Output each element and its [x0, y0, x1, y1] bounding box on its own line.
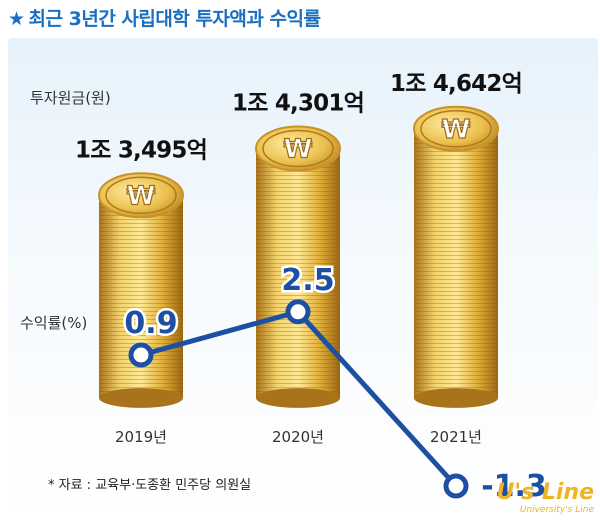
coin-stack-1: ₩ — [98, 172, 184, 408]
chart-title: ★ 최근 3년간 사립대학 투자액과 수익률 — [8, 4, 321, 31]
won-icon: ₩ — [284, 135, 313, 165]
star-icon: ★ — [8, 8, 25, 30]
year-label-3: 2021년 — [430, 428, 482, 446]
chart-title-text: 최근 3년간 사립대학 투자액과 수익률 — [28, 8, 321, 30]
investment-axis-label: 투자원금(원) — [30, 89, 111, 107]
won-icon: ₩ — [442, 115, 471, 145]
watermark-sub: University's Line — [519, 505, 594, 515]
rate-point-2 — [285, 299, 311, 325]
rate-label-2: 2.5 — [281, 263, 334, 298]
investment-amount-2: 1조 4,301억 — [232, 91, 364, 117]
rate-label-1: 0.9 — [124, 306, 177, 341]
rate-point-1 — [128, 342, 154, 368]
rate-point-3 — [443, 473, 469, 499]
year-label-1: 2019년 — [115, 428, 167, 446]
rate-axis-label: 수익률(%) — [20, 314, 87, 332]
investment-amount-1: 1조 3,495억 — [75, 137, 207, 163]
year-label-2: 2020년 — [272, 428, 324, 446]
won-icon: ₩ — [127, 181, 156, 211]
watermark-logo: U's Line University's Line — [497, 480, 595, 515]
coin-stack-3: ₩ — [413, 105, 499, 408]
watermark-main: U's Line — [496, 480, 595, 505]
investment-amount-3: 1조 4,642억 — [390, 71, 522, 97]
rate-label-3: -1.3 — [481, 469, 547, 504]
source-note: * 자료 : 교육부·도종환 민주당 의원실 — [48, 478, 252, 493]
coin-stack-2: ₩ — [255, 125, 341, 408]
